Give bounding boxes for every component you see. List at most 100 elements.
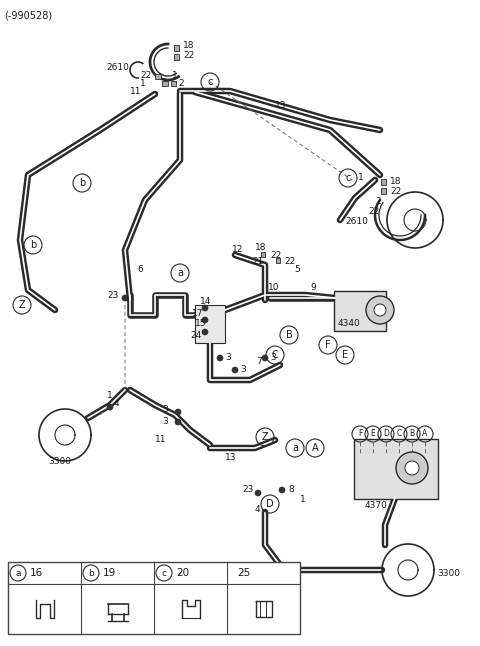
Bar — [155, 74, 161, 79]
Text: a: a — [15, 568, 21, 578]
Text: 21: 21 — [252, 258, 264, 267]
Text: D: D — [383, 430, 389, 439]
Circle shape — [405, 461, 419, 475]
Text: a: a — [292, 443, 298, 453]
Text: F: F — [358, 430, 362, 439]
Circle shape — [175, 409, 181, 415]
Text: 3: 3 — [270, 353, 276, 362]
Text: 22: 22 — [270, 251, 281, 260]
Text: B: B — [286, 330, 292, 340]
Text: 2: 2 — [375, 198, 381, 207]
Text: 1: 1 — [300, 495, 306, 505]
Text: C: C — [272, 350, 278, 360]
Text: D: D — [266, 499, 274, 509]
Circle shape — [374, 304, 386, 316]
Text: 22: 22 — [140, 70, 151, 79]
Text: 10: 10 — [268, 282, 279, 291]
Text: 3: 3 — [225, 353, 231, 362]
Circle shape — [175, 419, 181, 425]
Text: 4370: 4370 — [365, 501, 388, 510]
Circle shape — [232, 367, 238, 373]
Text: 14: 14 — [200, 298, 211, 306]
Text: 8: 8 — [288, 486, 294, 494]
Text: 16: 16 — [30, 568, 43, 578]
Text: c: c — [207, 77, 213, 87]
Text: 23: 23 — [107, 291, 119, 300]
Text: 2610: 2610 — [106, 63, 129, 72]
Circle shape — [202, 305, 208, 311]
Bar — [381, 188, 385, 194]
Text: 22: 22 — [368, 207, 379, 216]
Text: 2610: 2610 — [345, 218, 368, 227]
Text: (-990528): (-990528) — [4, 10, 52, 20]
Circle shape — [107, 404, 113, 410]
Text: a: a — [177, 268, 183, 278]
Text: 3300: 3300 — [437, 568, 460, 578]
Text: b: b — [79, 178, 85, 188]
Circle shape — [217, 355, 223, 361]
Text: 18: 18 — [183, 41, 194, 50]
Text: 6: 6 — [137, 266, 143, 275]
Text: 22: 22 — [390, 187, 401, 196]
Text: 3300: 3300 — [48, 457, 71, 466]
Text: 11: 11 — [155, 435, 167, 444]
Circle shape — [255, 490, 261, 496]
Text: 4340: 4340 — [338, 318, 361, 328]
Text: 23: 23 — [242, 486, 253, 494]
Bar — [173, 45, 179, 51]
Circle shape — [202, 329, 208, 335]
Text: 24: 24 — [190, 331, 201, 340]
Circle shape — [279, 487, 285, 493]
Text: 19: 19 — [103, 568, 116, 578]
Bar — [276, 258, 280, 262]
Text: 12: 12 — [232, 245, 243, 255]
Bar — [381, 179, 385, 185]
Bar — [173, 54, 179, 60]
Text: 13: 13 — [275, 101, 287, 110]
Bar — [8, 562, 300, 634]
Text: c: c — [161, 568, 167, 578]
Text: 7: 7 — [256, 357, 262, 366]
Text: E: E — [371, 430, 375, 439]
Bar — [162, 81, 168, 85]
Circle shape — [396, 452, 428, 484]
Text: B: B — [409, 430, 415, 439]
Text: 4: 4 — [255, 506, 261, 514]
Circle shape — [202, 317, 208, 323]
Text: c: c — [345, 173, 351, 183]
Circle shape — [366, 296, 394, 324]
FancyBboxPatch shape — [334, 291, 386, 331]
Text: 2: 2 — [178, 79, 184, 87]
Text: 1: 1 — [172, 70, 178, 79]
Text: F: F — [325, 340, 331, 350]
Text: A: A — [312, 443, 318, 453]
Text: 18: 18 — [390, 176, 401, 185]
Text: 18: 18 — [255, 244, 266, 253]
Text: 3: 3 — [162, 417, 168, 426]
Text: Z: Z — [19, 300, 25, 310]
Bar — [261, 251, 265, 256]
Text: 20: 20 — [176, 568, 189, 578]
Text: E: E — [342, 350, 348, 360]
Text: b: b — [30, 240, 36, 250]
Text: Z: Z — [262, 432, 268, 442]
Text: 1: 1 — [140, 79, 146, 87]
Text: 5: 5 — [294, 266, 300, 275]
Text: 22: 22 — [284, 258, 295, 267]
Text: 9: 9 — [310, 282, 316, 291]
Text: 15: 15 — [195, 318, 206, 328]
Bar — [170, 81, 176, 85]
Text: 13: 13 — [225, 453, 237, 463]
Text: b: b — [88, 568, 94, 578]
Text: 4: 4 — [114, 399, 120, 408]
Text: 3: 3 — [240, 366, 246, 375]
Text: 1: 1 — [107, 390, 113, 399]
Circle shape — [262, 355, 268, 361]
Text: 22: 22 — [183, 50, 194, 59]
Text: C: C — [396, 430, 402, 439]
Text: 17: 17 — [192, 309, 204, 317]
Text: A: A — [422, 430, 428, 439]
Text: 3: 3 — [162, 406, 168, 415]
Text: 11: 11 — [130, 87, 142, 96]
FancyBboxPatch shape — [354, 439, 438, 499]
